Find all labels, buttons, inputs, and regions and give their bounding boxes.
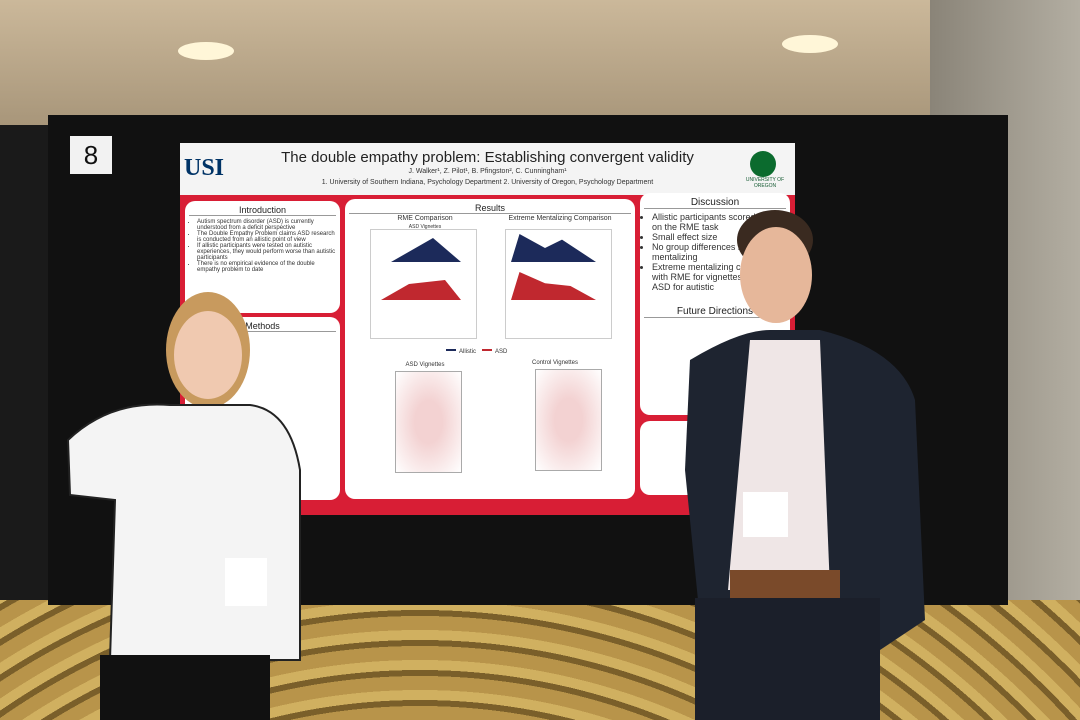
bullet: Extreme mentalizing correlated with RME …	[652, 262, 786, 292]
panel-subtitle: ASD Vignettes	[408, 224, 442, 230]
scatter-plot	[395, 371, 462, 473]
pants	[100, 655, 270, 720]
introduction: Introduction Autism spectrum disorder (A…	[185, 201, 340, 313]
panel-title: Control Vignettes	[532, 360, 578, 366]
face	[740, 227, 812, 323]
section-heading: Future Directions	[644, 306, 786, 318]
badge	[743, 492, 788, 537]
poster-authors: J. Walker¹, Z. Pilot¹, B. Pfingston², C.…	[408, 168, 567, 175]
section-heading: Discussion	[644, 197, 786, 209]
section-heading: Results	[349, 203, 631, 214]
legend-label: ASD	[495, 349, 508, 355]
booth-number: 8	[70, 136, 112, 174]
bullet: If allistic participants were tested on …	[197, 243, 336, 261]
section-heading: Introduction	[189, 205, 336, 216]
logo: USI	[184, 155, 225, 181]
belt	[730, 570, 840, 598]
scatter-plot	[535, 369, 602, 471]
bullet: Small effect size	[652, 232, 786, 242]
logo: UNIVERSITY OF OREGON	[745, 177, 785, 189]
bullet: Autism spectrum disorder (ASD) is curren…	[197, 219, 336, 231]
bullet-list: Allistic participants scored higher on t…	[644, 212, 786, 292]
legend-swatch	[446, 349, 456, 351]
density-plot	[505, 229, 612, 339]
legend-label: Allistic	[459, 349, 477, 355]
panel-title: Extreme Mentalizing Comparison	[508, 215, 612, 222]
bullet-list: Autism spectrum disorder (ASD) is curren…	[189, 219, 336, 273]
bullet: No group differences in mentalizing	[652, 242, 786, 262]
logo-mark	[750, 151, 776, 177]
density-plot	[370, 229, 477, 339]
ceiling	[0, 0, 1080, 125]
bullet: Allistic participants scored higher on t…	[652, 212, 786, 232]
results: Results RME Comparison Extreme Mentalizi…	[345, 199, 635, 499]
badge	[225, 558, 267, 606]
bullet: The Double Empathy Problem claims ASD re…	[197, 231, 336, 243]
ceiling-light	[178, 42, 234, 60]
poster-affiliations: 1. University of Southern Indiana, Psych…	[321, 179, 654, 186]
face	[174, 311, 242, 399]
panel-title: RME Comparison	[397, 215, 453, 222]
poster-title: The double empathy problem: Establishing…	[281, 149, 694, 166]
legend-swatch	[482, 349, 493, 351]
bullet: There is no empirical evidence of the do…	[197, 261, 336, 273]
panel-title: ASD Vignettes	[405, 362, 445, 368]
ceiling-light	[782, 35, 838, 53]
legend: Allistic ASD	[440, 349, 507, 355]
section-heading: Methods	[189, 321, 336, 332]
pants	[695, 598, 880, 720]
shirt	[66, 403, 301, 661]
poster-header	[180, 143, 795, 195]
